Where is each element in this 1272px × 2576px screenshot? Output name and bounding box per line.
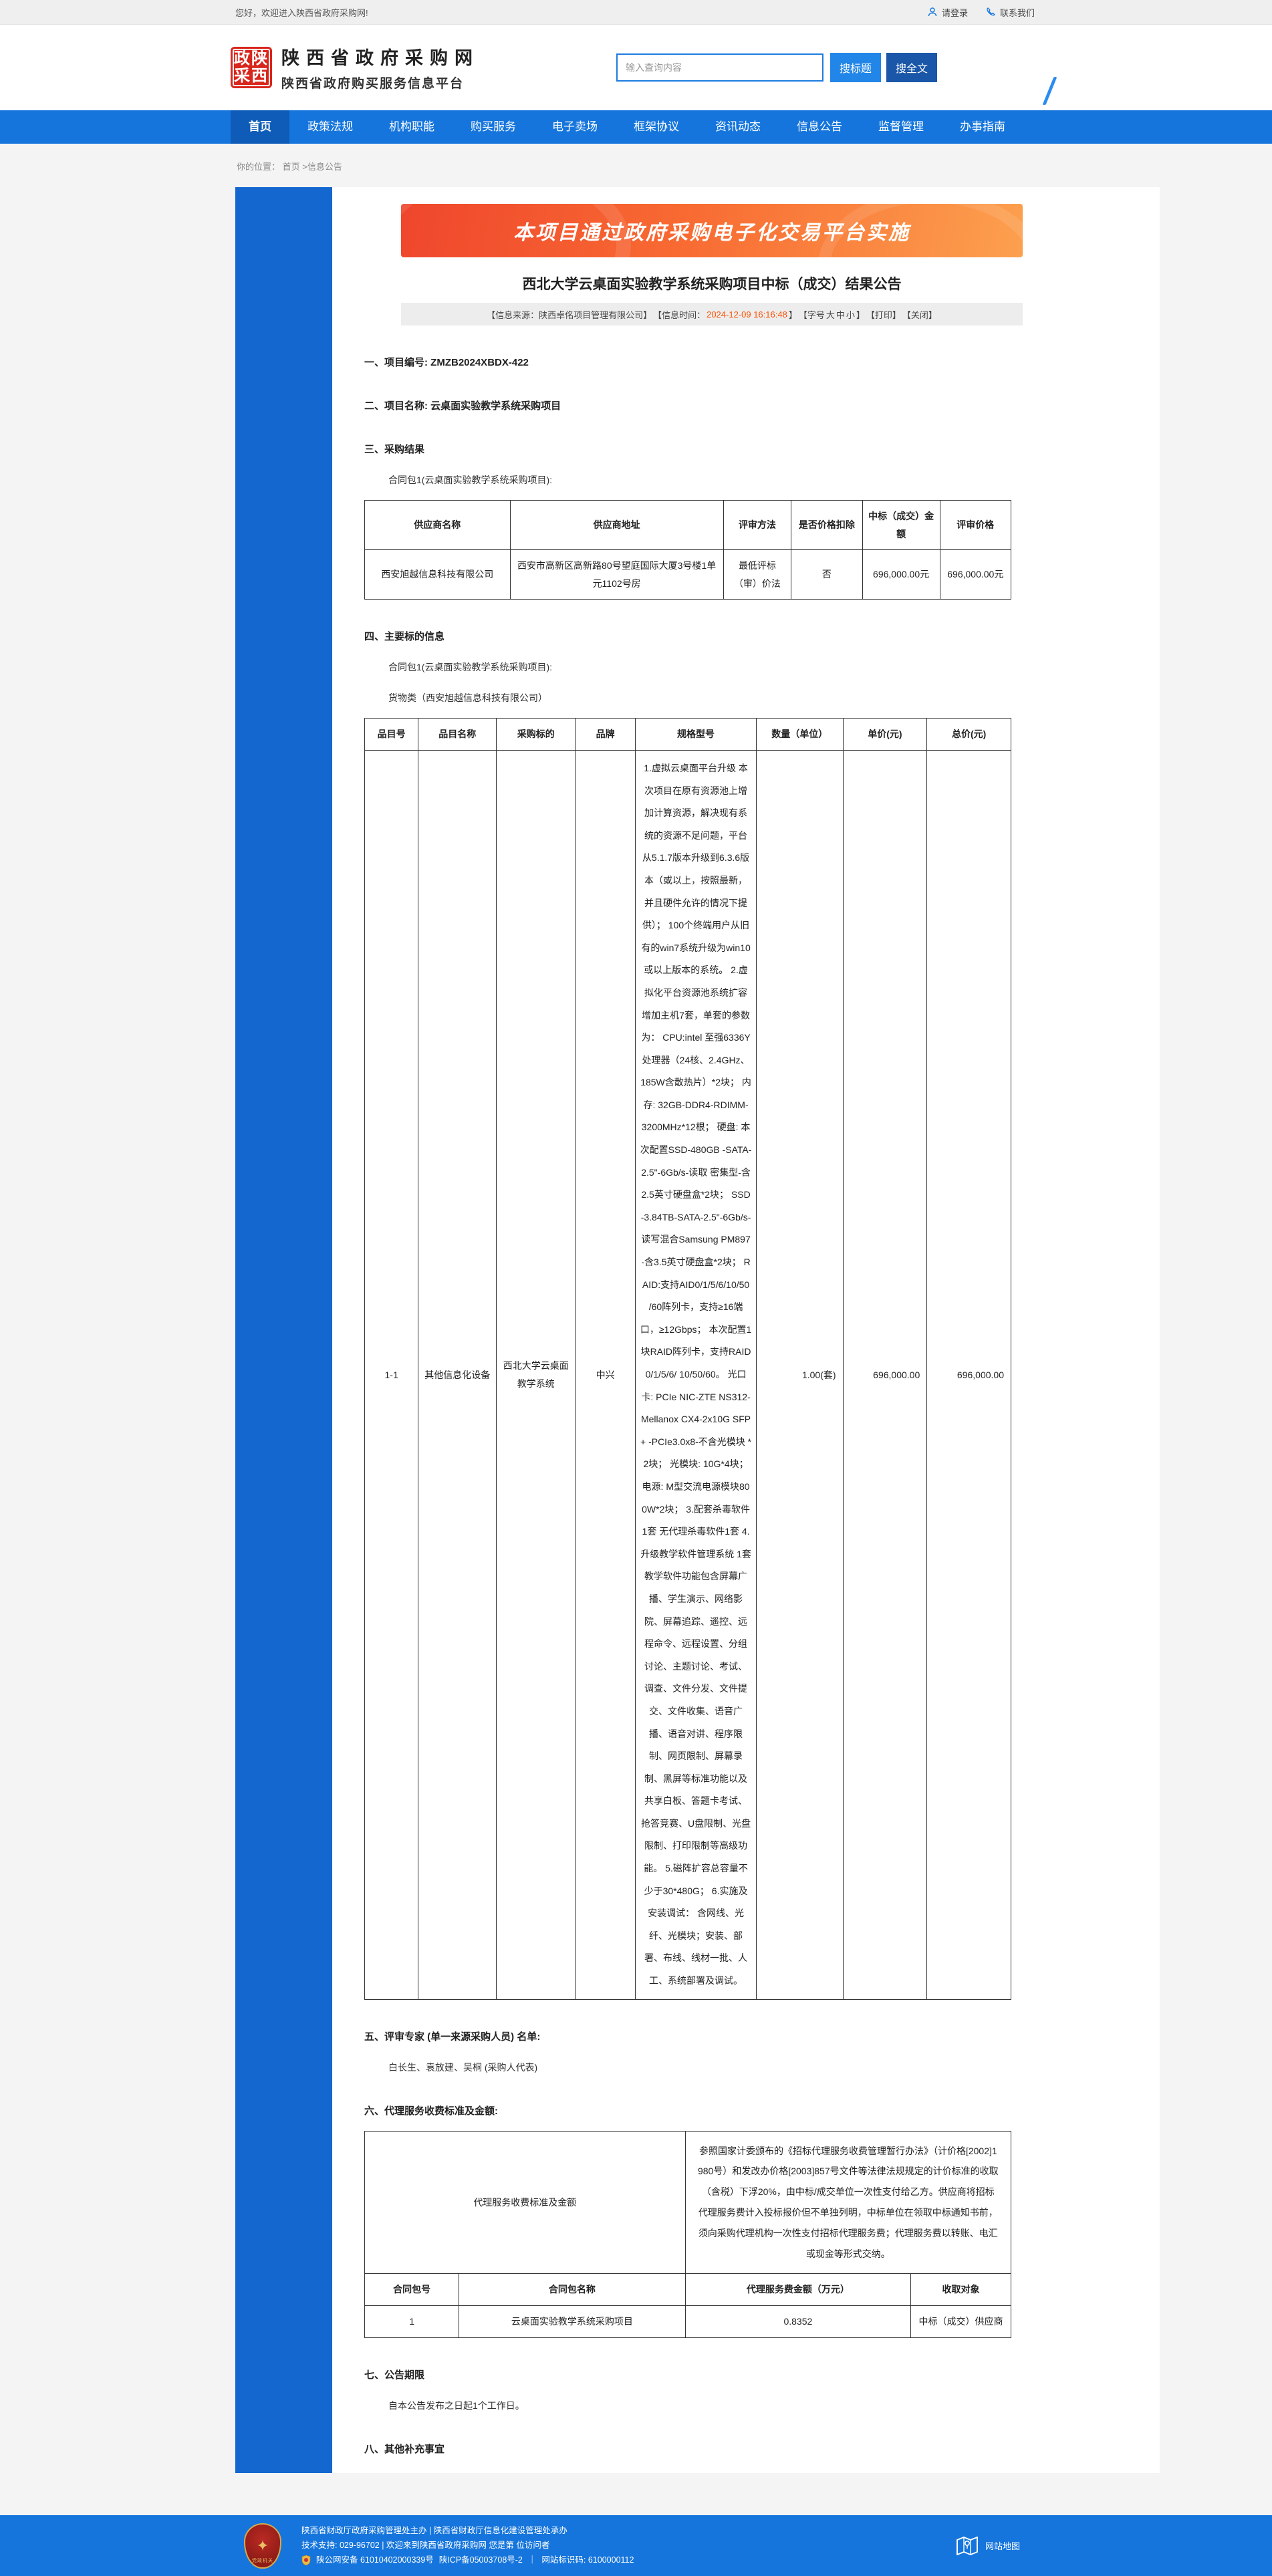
top-bar: 您好，欢迎进入陕西省政府采购网! 请登录 联系我们: [0, 0, 1272, 25]
emblem-glyph: ✦: [256, 2537, 269, 2554]
fontsize-large-button[interactable]: 大: [825, 309, 835, 320]
spec-cell: 1.虚拟云桌面平台升级 本次项目在原有资源池上增加计算资源，解决现有系统的资源不…: [635, 749, 757, 2000]
site-logo: 政陕 采西: [231, 47, 272, 88]
meta-bar: 【信息来源：陕西卓佲项目管理有限公司】 【信息时间： 2024-12-09 16:…: [401, 303, 1023, 326]
table-header-row: 品目号 品目名称 采购标的 品牌 规格型号 数量（单位） 单价(元) 总价(元): [364, 718, 1011, 751]
welcome-text: 您好，欢迎进入陕西省政府采购网!: [235, 7, 368, 18]
agency-fee-table: 代理服务收费标准及金额 参照国家计委颁布的《招标代理服务收费管理暂行办法》（计价…: [364, 2130, 1012, 2338]
footer-beian-line: 陕公网安备 61010402000339号 陕ICP备05003708号-2 ｜…: [301, 2555, 634, 2565]
site-subtitle: 陕西省政府购买服务信息平台: [281, 77, 465, 91]
map-icon: [957, 2536, 978, 2555]
phone-icon: [987, 7, 995, 16]
table-header-row: 供应商名称 供应商地址 评审方法 是否价格扣除 中标（成交）金额 评审价格: [364, 499, 1012, 551]
main-nav: 首页 政策法规 机构职能 购买服务 电子卖场 框架协议 资讯动态 信息公告 监督…: [0, 110, 1272, 144]
police-badge-icon: [301, 2555, 311, 2565]
close-button[interactable]: 【关闭】: [902, 309, 937, 320]
section-agency-fee-heading: 六、代理服务收费标准及金额:: [364, 2105, 498, 2117]
left-blue-strip: [235, 187, 332, 2473]
footer-organizer-line: 陕西省财政厅政府采购管理处主办 | 陕西省财政厅信息化建设管理处承办: [301, 2526, 567, 2535]
table-header-row: 合同包号 合同包名称 代理服务费金额（万元） 收取对象: [364, 2273, 1011, 2306]
nav-item-framework[interactable]: 框架协议: [634, 120, 679, 133]
meta-time: 2024-12-09 16:16:48: [707, 309, 787, 319]
experts-names: 白长生、袁放建、吴桐 (采购人代表): [388, 2061, 538, 2073]
goods-supplier-line: 货物类（西安旭越信息科技有限公司）: [388, 692, 547, 704]
section-experts-heading: 五、评审专家 (单一来源采购人员) 名单:: [364, 2031, 541, 2043]
section-result-heading: 三、采购结果: [364, 444, 425, 455]
user-icon: [928, 7, 937, 17]
nav-item-news[interactable]: 资讯动态: [715, 120, 761, 133]
breadcrumb-home[interactable]: 首页: [282, 162, 300, 172]
sitemap-link[interactable]: 网站地图: [956, 2536, 1020, 2556]
nav-item-supervision[interactable]: 监督管理: [878, 120, 924, 133]
search-fulltext-button[interactable]: 搜全文: [886, 53, 938, 82]
nav-item-emall[interactable]: 电子卖场: [552, 120, 598, 133]
nav-item-announcements[interactable]: 信息公告: [797, 120, 842, 133]
site-footer: ✦ 党政机关 陕西省财政厅政府采购管理处主办 | 陕西省财政厅信息化建设管理处承…: [0, 2515, 1272, 2576]
nav-item-home[interactable]: 首页: [231, 110, 289, 144]
platform-banner: 本项目通过政府采购电子化交易平台实施: [401, 204, 1023, 257]
breadcrumb-current: 信息公告: [307, 162, 342, 172]
slash-decoration: [1042, 77, 1057, 105]
period-text: 自本公告发布之日起1个工作日。: [388, 2400, 525, 2411]
fontsize-medium-button[interactable]: 中: [836, 309, 845, 320]
nav-item-guide[interactable]: 办事指南: [960, 120, 1005, 133]
table-row: 西安旭越信息科技有限公司 西安市高新区高新路80号望庭国际大厦3号楼1单元110…: [364, 549, 1012, 600]
fontsize-small-button[interactable]: 小: [846, 309, 855, 320]
site-header: 政陕 采西 陕西省政府采购网 陕西省政府购买服务信息平台 搜标题 搜全文: [0, 25, 1272, 110]
icp-number[interactable]: 陕ICP备05003708号-2: [438, 2555, 523, 2565]
beian-number[interactable]: 陕公网安备 61010402000339号: [316, 2555, 434, 2565]
site-brand: 政陕 采西 陕西省政府采购网 陕西省政府购买服务信息平台: [231, 43, 479, 92]
search-area: 搜标题 搜全文: [616, 53, 938, 82]
search-input[interactable]: [616, 53, 823, 82]
footer-support-line: 技术支持: 029-96702 | 欢迎来到陕西省政府采购网 您是第 位访问者: [301, 2541, 550, 2550]
announcement-title: 西北大学云桌面实验教学系统采购项目中标（成交）结果公告: [522, 277, 902, 292]
login-link[interactable]: 请登录: [927, 6, 968, 19]
breadcrumb: 你的位置： 首页 >信息公告: [237, 162, 342, 172]
bid-package-line: 合同包1(云桌面实验教学系统采购项目):: [388, 662, 552, 673]
breadcrumb-zone: 你的位置： 首页 >信息公告: [0, 144, 1272, 187]
table-row: 1-1 其他信息化设备 西北大学云桌面教学系统 中兴 1.虚拟云桌面平台升级 本…: [364, 749, 1011, 2000]
print-button[interactable]: 【打印】: [866, 309, 901, 320]
footer-gap: [0, 2473, 1272, 2515]
agency-fee-policy: 参照国家计委颁布的《招标代理服务收费管理暂行办法》（计价格[2002]1980号…: [684, 2130, 1012, 2275]
table-row: 1 云桌面实验教学系统采购项目 0.8352 中标（成交）供应商: [364, 2305, 1011, 2338]
search-title-button[interactable]: 搜标题: [830, 53, 882, 82]
nav-item-policy[interactable]: 政策法规: [307, 120, 353, 133]
meta-source: 【信息来源：陕西卓佲项目管理有限公司】: [487, 309, 652, 320]
section-project-number: 一、项目编号: ZMZB2024XBDX-422: [364, 357, 529, 368]
section-bid-info-heading: 四、主要标的信息: [364, 631, 445, 643]
result-package-line: 合同包1(云桌面实验教学系统采购项目):: [388, 475, 552, 485]
section-project-name: 二、项目名称: 云桌面实验教学系统采购项目: [364, 400, 561, 412]
nav-item-functions[interactable]: 机构职能: [389, 120, 434, 133]
table-row: 代理服务收费标准及金额 参照国家计委颁布的《招标代理服务收费管理暂行办法》（计价…: [364, 2130, 1012, 2275]
site-title: 陕西省政府采购网: [281, 48, 479, 68]
announcement-page: 本项目通过政府采购电子化交易平台实施 西北大学云桌面实验教学系统采购项目中标（成…: [332, 187, 1160, 2473]
section-other-heading: 八、其他补充事宜: [364, 2443, 445, 2455]
result-table: 供应商名称 供应商地址 评审方法 是否价格扣除 中标（成交）金额 评审价格 西安…: [364, 499, 1012, 600]
government-emblem: ✦ 党政机关: [244, 2523, 281, 2569]
contact-us-link[interactable]: 联系我们: [985, 6, 1035, 19]
section-period-heading: 七、公告期限: [364, 2369, 425, 2381]
site-code: 网站标识码: 6100000112: [541, 2555, 634, 2565]
bid-items-table: 品目号 品目名称 采购标的 品牌 规格型号 数量（单位） 单价(元) 总价(元)…: [364, 718, 1011, 2000]
main-area: 本项目通过政府采购电子化交易平台实施 西北大学云桌面实验教学系统采购项目中标（成…: [235, 187, 1160, 2473]
nav-item-purchase-service[interactable]: 购买服务: [471, 120, 516, 133]
agency-fee-label: 代理服务收费标准及金额: [364, 2130, 686, 2275]
